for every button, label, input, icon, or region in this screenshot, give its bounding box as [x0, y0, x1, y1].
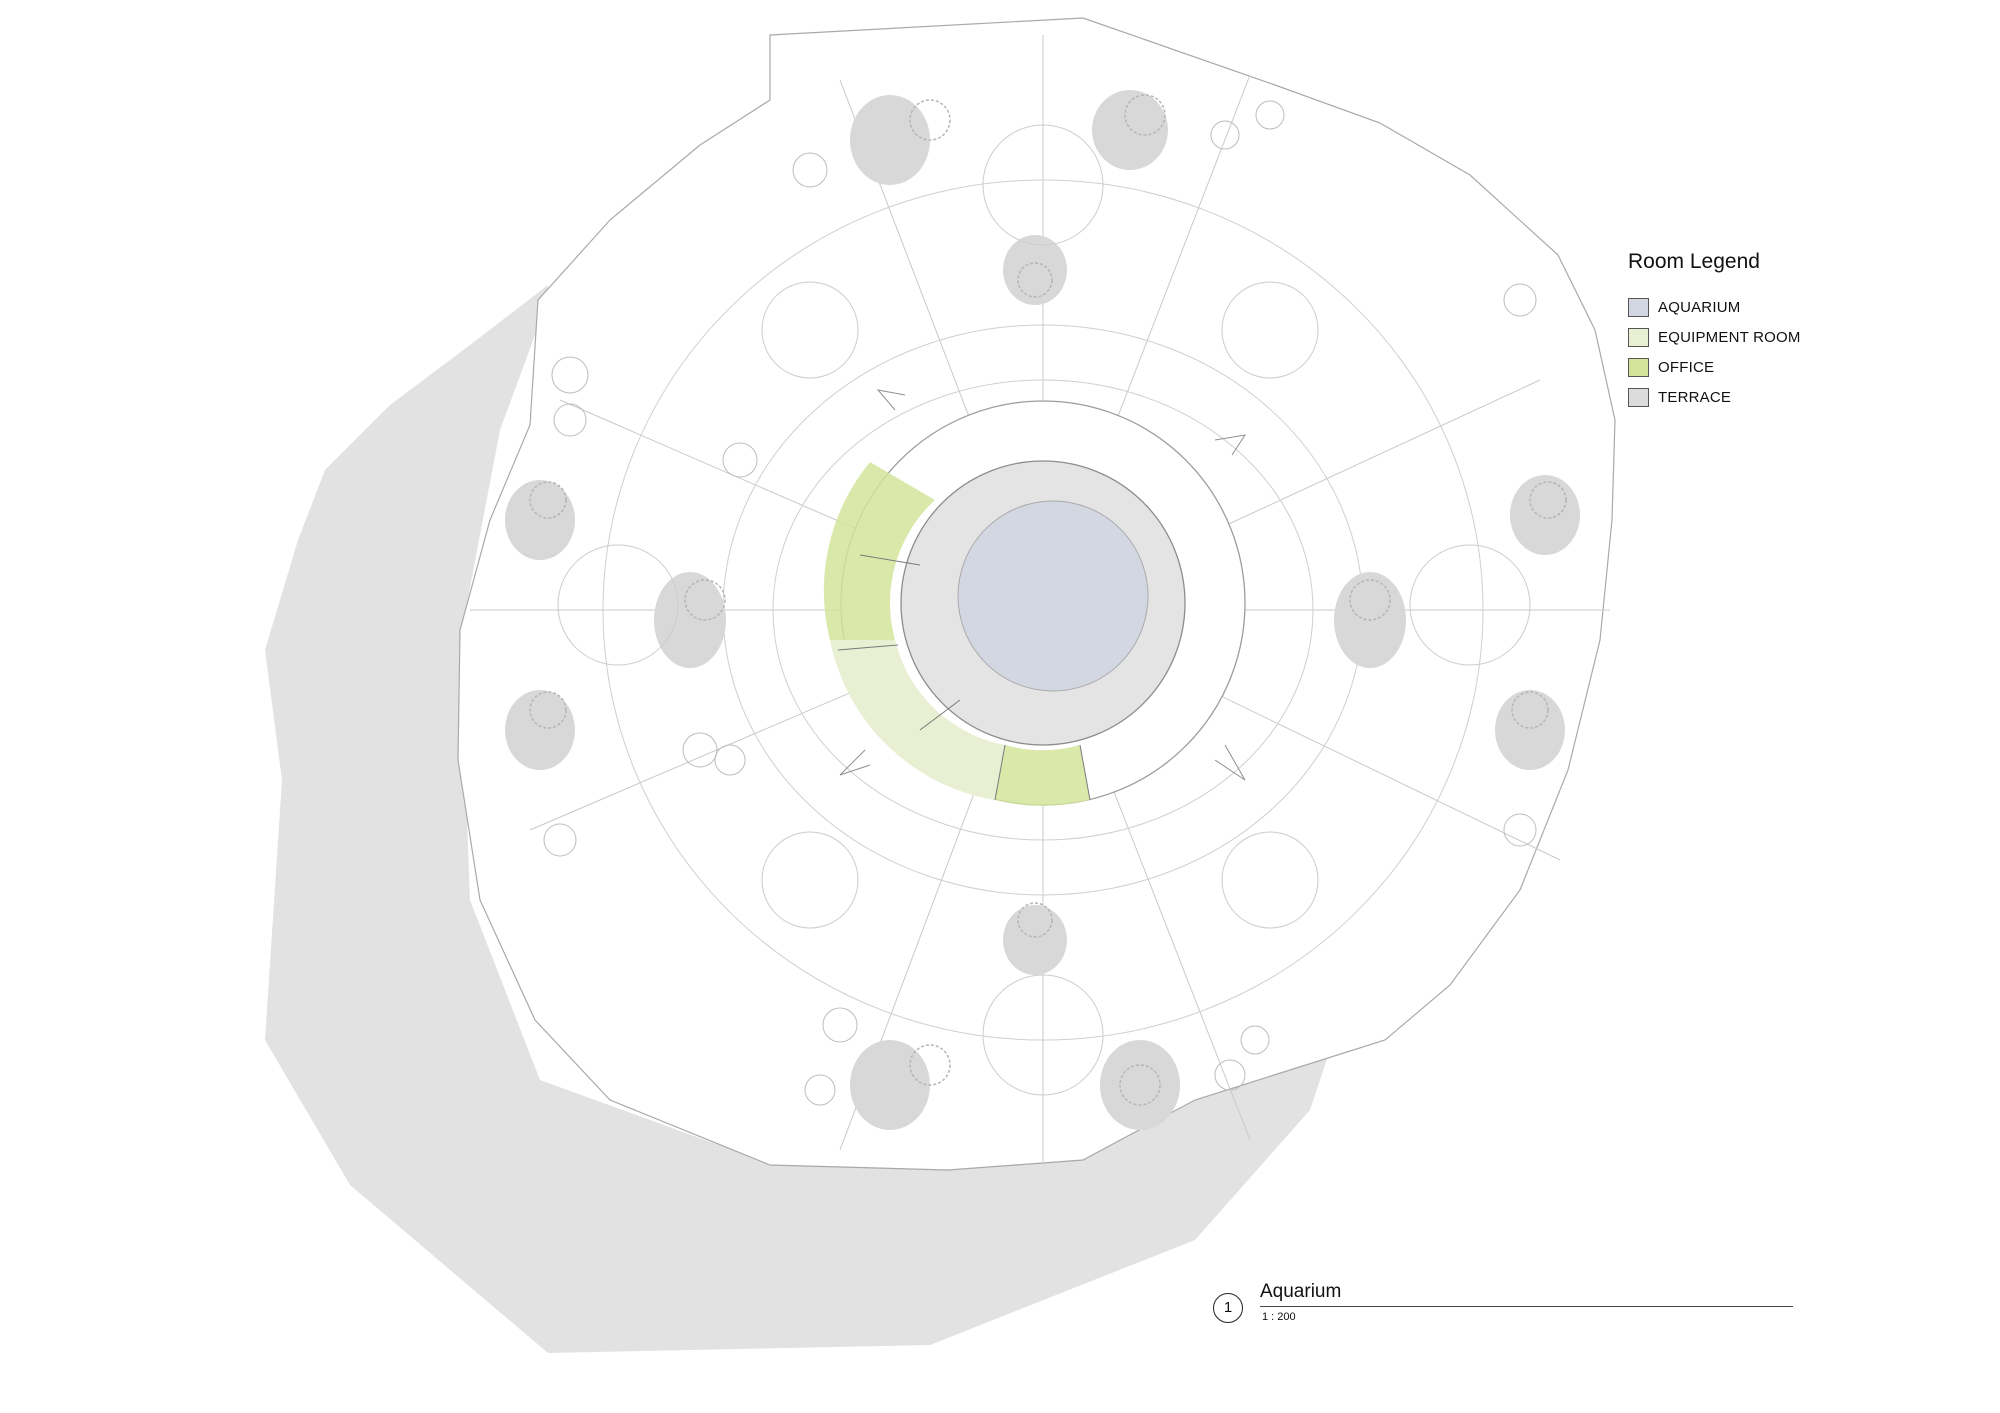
office-zone-west [823, 462, 935, 640]
legend-item-terrace: TERRACE [1628, 382, 1928, 412]
terrace-swatch [1628, 387, 1649, 407]
legend-label: TERRACE [1658, 388, 1732, 406]
view-title-underline [1260, 1306, 1793, 1307]
view-scale: 1 : 200 [1262, 1311, 1296, 1323]
legend-title: Room Legend [1628, 250, 1760, 273]
sculptures [529, 94, 1567, 1106]
legend-label: AQUARIUM [1658, 298, 1741, 316]
room-legend: Room Legend AQUARIUM EQUIPMENT ROOM OFFI… [1628, 250, 1928, 412]
equipment-zone-southwest [830, 640, 1005, 800]
building-shadow [265, 285, 1330, 1353]
legend-item-office: OFFICE [1628, 352, 1928, 382]
room-dividers [837, 554, 1091, 801]
view-title: Aquarium [1260, 1281, 1342, 1302]
legend-label: OFFICE [1658, 358, 1715, 376]
view-title-block: 1 Aquarium 1 : 200 [1213, 1281, 1793, 1331]
trees [543, 100, 1537, 1106]
legend-item-equipment-room: EQUIPMENT ROOM [1628, 322, 1928, 352]
equipment-room-swatch [1628, 327, 1649, 347]
legend-label: EQUIPMENT ROOM [1658, 328, 1801, 346]
sculpture-shadows [505, 90, 1580, 1130]
office-swatch [1628, 357, 1649, 377]
office-zone-south [995, 745, 1090, 806]
lawn-circles [557, 124, 1531, 1096]
legend-item-aquarium: AQUARIUM [1628, 292, 1928, 322]
wall-spikes [839, 389, 1247, 781]
aquarium-tank [957, 500, 1149, 692]
view-number: 1 [1213, 1293, 1243, 1323]
aquarium-swatch [1628, 297, 1649, 317]
